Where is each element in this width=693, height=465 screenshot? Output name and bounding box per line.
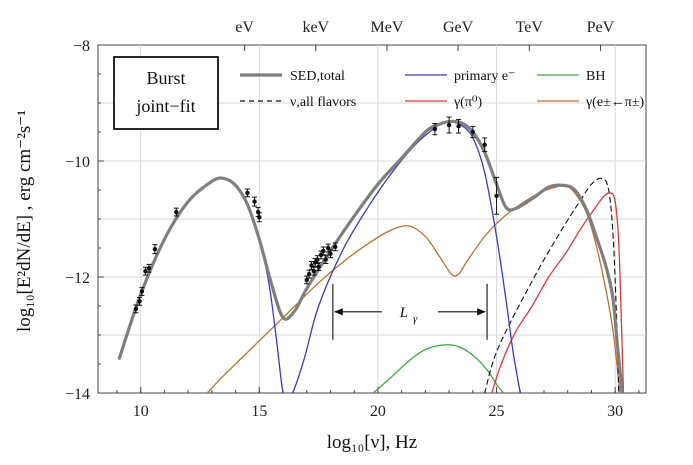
legend-label-neutrino: ν,all flavors bbox=[290, 95, 356, 110]
data-point bbox=[173, 207, 179, 217]
legend-label-gamma-epm: γ(e±←π±) bbox=[585, 95, 644, 110]
series-line-e bbox=[206, 184, 621, 393]
x-tick-label: 25 bbox=[489, 403, 505, 420]
y-tick-label: −10 bbox=[65, 154, 90, 171]
series-line-primary-e bbox=[118, 121, 521, 393]
data-marker bbox=[306, 271, 312, 277]
data-point bbox=[432, 122, 438, 136]
x-tick-label: 30 bbox=[607, 403, 623, 420]
legend-label-primary-e: primary e⁻ bbox=[454, 69, 515, 84]
series-group bbox=[117, 119, 625, 393]
series-line-s bbox=[491, 192, 625, 393]
data-marker bbox=[325, 245, 331, 251]
top-tick-label: TeV bbox=[516, 19, 544, 36]
data-point bbox=[482, 137, 488, 153]
data-point bbox=[323, 255, 329, 264]
data-points bbox=[133, 116, 500, 314]
data-point bbox=[244, 188, 250, 198]
y-tick-label: −14 bbox=[65, 386, 90, 403]
data-point bbox=[327, 249, 333, 259]
x-axis-title: log₁₀[ν], Hz bbox=[327, 432, 417, 453]
data-marker bbox=[446, 122, 452, 128]
data-point bbox=[146, 263, 152, 273]
data-marker bbox=[252, 199, 257, 204]
top-tick-label: MeV bbox=[371, 19, 404, 36]
series-line-all-flavors bbox=[484, 177, 620, 393]
data-marker bbox=[311, 269, 317, 274]
data-marker bbox=[432, 126, 438, 132]
data-point bbox=[332, 242, 338, 252]
legend-label-sed-total: SED,total bbox=[290, 69, 345, 84]
data-marker bbox=[323, 257, 328, 262]
data-marker bbox=[482, 142, 487, 147]
data-marker bbox=[139, 289, 145, 294]
data-marker bbox=[494, 193, 499, 198]
legend-label-bh: BH bbox=[586, 69, 605, 84]
textbox-line-2: joint−fit bbox=[135, 96, 195, 116]
grid bbox=[98, 45, 646, 393]
data-point bbox=[446, 116, 452, 134]
data-point bbox=[304, 275, 310, 285]
data-point bbox=[325, 243, 331, 253]
data-marker bbox=[470, 129, 476, 135]
data-marker bbox=[304, 277, 309, 283]
data-point bbox=[152, 244, 158, 255]
data-point bbox=[456, 118, 462, 134]
top-tick-label: PeV bbox=[587, 19, 615, 36]
data-marker bbox=[315, 257, 320, 262]
data-marker bbox=[333, 244, 338, 250]
legend-label-gamma-pi0: γ(π⁰) bbox=[453, 95, 483, 110]
data-point bbox=[133, 304, 139, 314]
data-point bbox=[256, 212, 262, 223]
y-axis-title: log₁₀[E²dN/dE] , erg cm⁻²s⁻¹ bbox=[14, 110, 35, 332]
data-marker bbox=[146, 266, 152, 271]
data-point bbox=[316, 262, 322, 271]
data-marker bbox=[133, 306, 139, 312]
y-tick-label: −12 bbox=[65, 270, 90, 287]
textbox-line-1: Burst bbox=[146, 68, 185, 88]
data-marker bbox=[174, 209, 179, 215]
x-tick-label: 20 bbox=[370, 403, 386, 420]
data-marker bbox=[257, 215, 262, 220]
series-line-sed-total bbox=[117, 119, 624, 393]
data-marker bbox=[328, 251, 333, 256]
data-point bbox=[470, 125, 476, 139]
data-point bbox=[252, 196, 258, 207]
data-marker bbox=[137, 299, 142, 304]
top-tick-label: keV bbox=[302, 19, 329, 36]
data-point bbox=[494, 176, 500, 215]
data-marker bbox=[456, 124, 461, 129]
data-marker bbox=[143, 269, 148, 274]
data-marker bbox=[152, 246, 158, 252]
x-tick-label: 10 bbox=[133, 403, 149, 420]
textbox-burst: Burst joint−fit bbox=[113, 56, 219, 130]
data-marker bbox=[316, 264, 321, 269]
series-line-bh bbox=[372, 344, 505, 393]
data-marker bbox=[321, 248, 326, 254]
l-gamma-label: L bbox=[399, 305, 408, 321]
data-point bbox=[139, 287, 145, 296]
top-tick-label: eV bbox=[235, 19, 254, 36]
data-marker bbox=[245, 190, 250, 196]
x-tick-label: 15 bbox=[251, 403, 267, 420]
legend: SED,total ν,all flavors primary e⁻ γ(π⁰)… bbox=[240, 69, 644, 110]
y-tick-label: −8 bbox=[73, 38, 90, 55]
l-gamma-subscript: γ bbox=[413, 313, 418, 325]
data-point bbox=[137, 296, 143, 306]
data-point bbox=[320, 246, 326, 256]
data-point bbox=[311, 266, 317, 276]
data-point bbox=[306, 269, 312, 279]
axes: 10 15 20 25 30 −14 −12 −10 −8 eV keV MeV GeV TeV PeV bbox=[65, 19, 640, 420]
top-tick-label: GeV bbox=[443, 19, 474, 36]
